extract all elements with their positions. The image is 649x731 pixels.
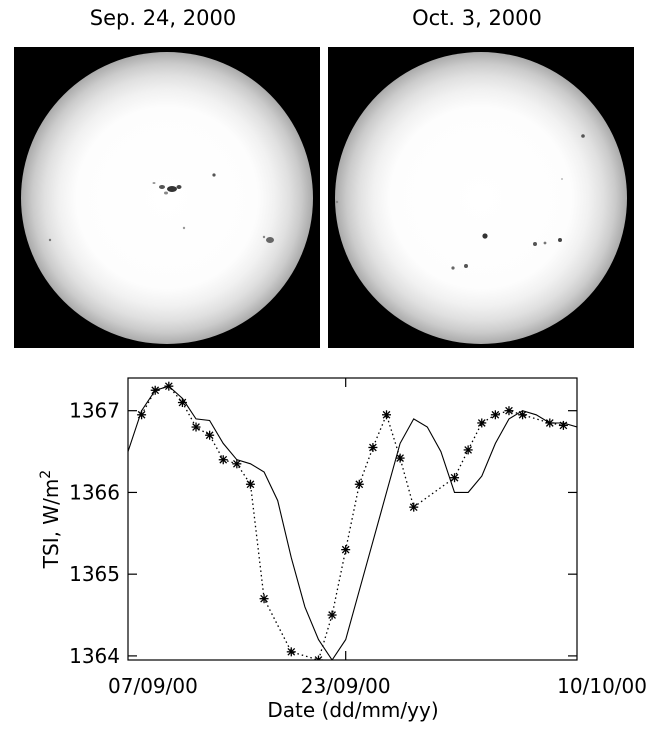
asterisk-marker (382, 410, 392, 420)
x-tick-label: 10/10/00 (557, 674, 647, 698)
asterisk-marker (354, 479, 364, 489)
asterisk-marker (313, 655, 323, 660)
x-tick-label: 23/09/00 (301, 674, 391, 698)
asterisk-marker (341, 545, 351, 555)
asterisk-marker (205, 430, 215, 440)
y-axis-label: TSI, W/m2 (38, 470, 63, 569)
y-tick-label: 1364 (69, 644, 120, 668)
asterisk-marker (150, 385, 160, 395)
asterisk-marker (477, 418, 487, 428)
dotted-series-line (141, 385, 564, 660)
asterisk-marker (177, 398, 187, 408)
asterisk-marker (518, 410, 528, 420)
asterisk-marker (232, 459, 242, 469)
asterisk-marker (409, 502, 419, 512)
x-axis-label: Date (dd/mm/yy) (267, 698, 438, 722)
y-tick-label: 1365 (69, 562, 120, 586)
y-axis-ticks: 1364 1365 1366 1367 (69, 399, 577, 668)
tsi-chart: 1364 1365 1366 1367 07/09/00 23/09/00 10/10/0… (38, 377, 647, 722)
asterisk-marker (259, 594, 269, 604)
sunspot-group (48, 173, 274, 243)
asterisk-marker (463, 445, 473, 455)
right-image-title: Oct. 3, 2000 (412, 6, 542, 30)
asterisk-marker (545, 418, 555, 428)
solar-disk (21, 52, 313, 344)
asterisk-marker (286, 647, 296, 657)
asterisk-marker (558, 420, 568, 430)
series-layer (128, 381, 577, 660)
plot-frame (127, 377, 578, 661)
sun-image-left (14, 47, 320, 348)
asterisk-marker (191, 422, 201, 432)
y-tick-label: 1366 (69, 480, 120, 504)
x-axis-ticks: 07/09/00 23/09/00 10/10/00 (108, 378, 647, 698)
asterisk-marker (245, 479, 255, 489)
x-tick-label: 07/09/00 (108, 674, 198, 698)
asterisk-marker (490, 410, 500, 420)
asterisk-marker (164, 381, 174, 391)
asterisk-marker (395, 453, 405, 463)
solid-series-line (128, 385, 577, 660)
asterisk-marker (137, 410, 147, 420)
asterisk-marker (218, 455, 228, 465)
left-image-title: Sep. 24, 2000 (89, 6, 237, 30)
sun-image-right (328, 47, 634, 348)
asterisk-marker (368, 442, 378, 452)
asterisk-marker (450, 473, 460, 483)
sunspot-group (335, 134, 585, 270)
y-tick-label: 1367 (69, 399, 120, 423)
solar-disk (335, 52, 627, 344)
asterisk-marker (504, 406, 514, 416)
asterisk-marker (327, 610, 337, 620)
